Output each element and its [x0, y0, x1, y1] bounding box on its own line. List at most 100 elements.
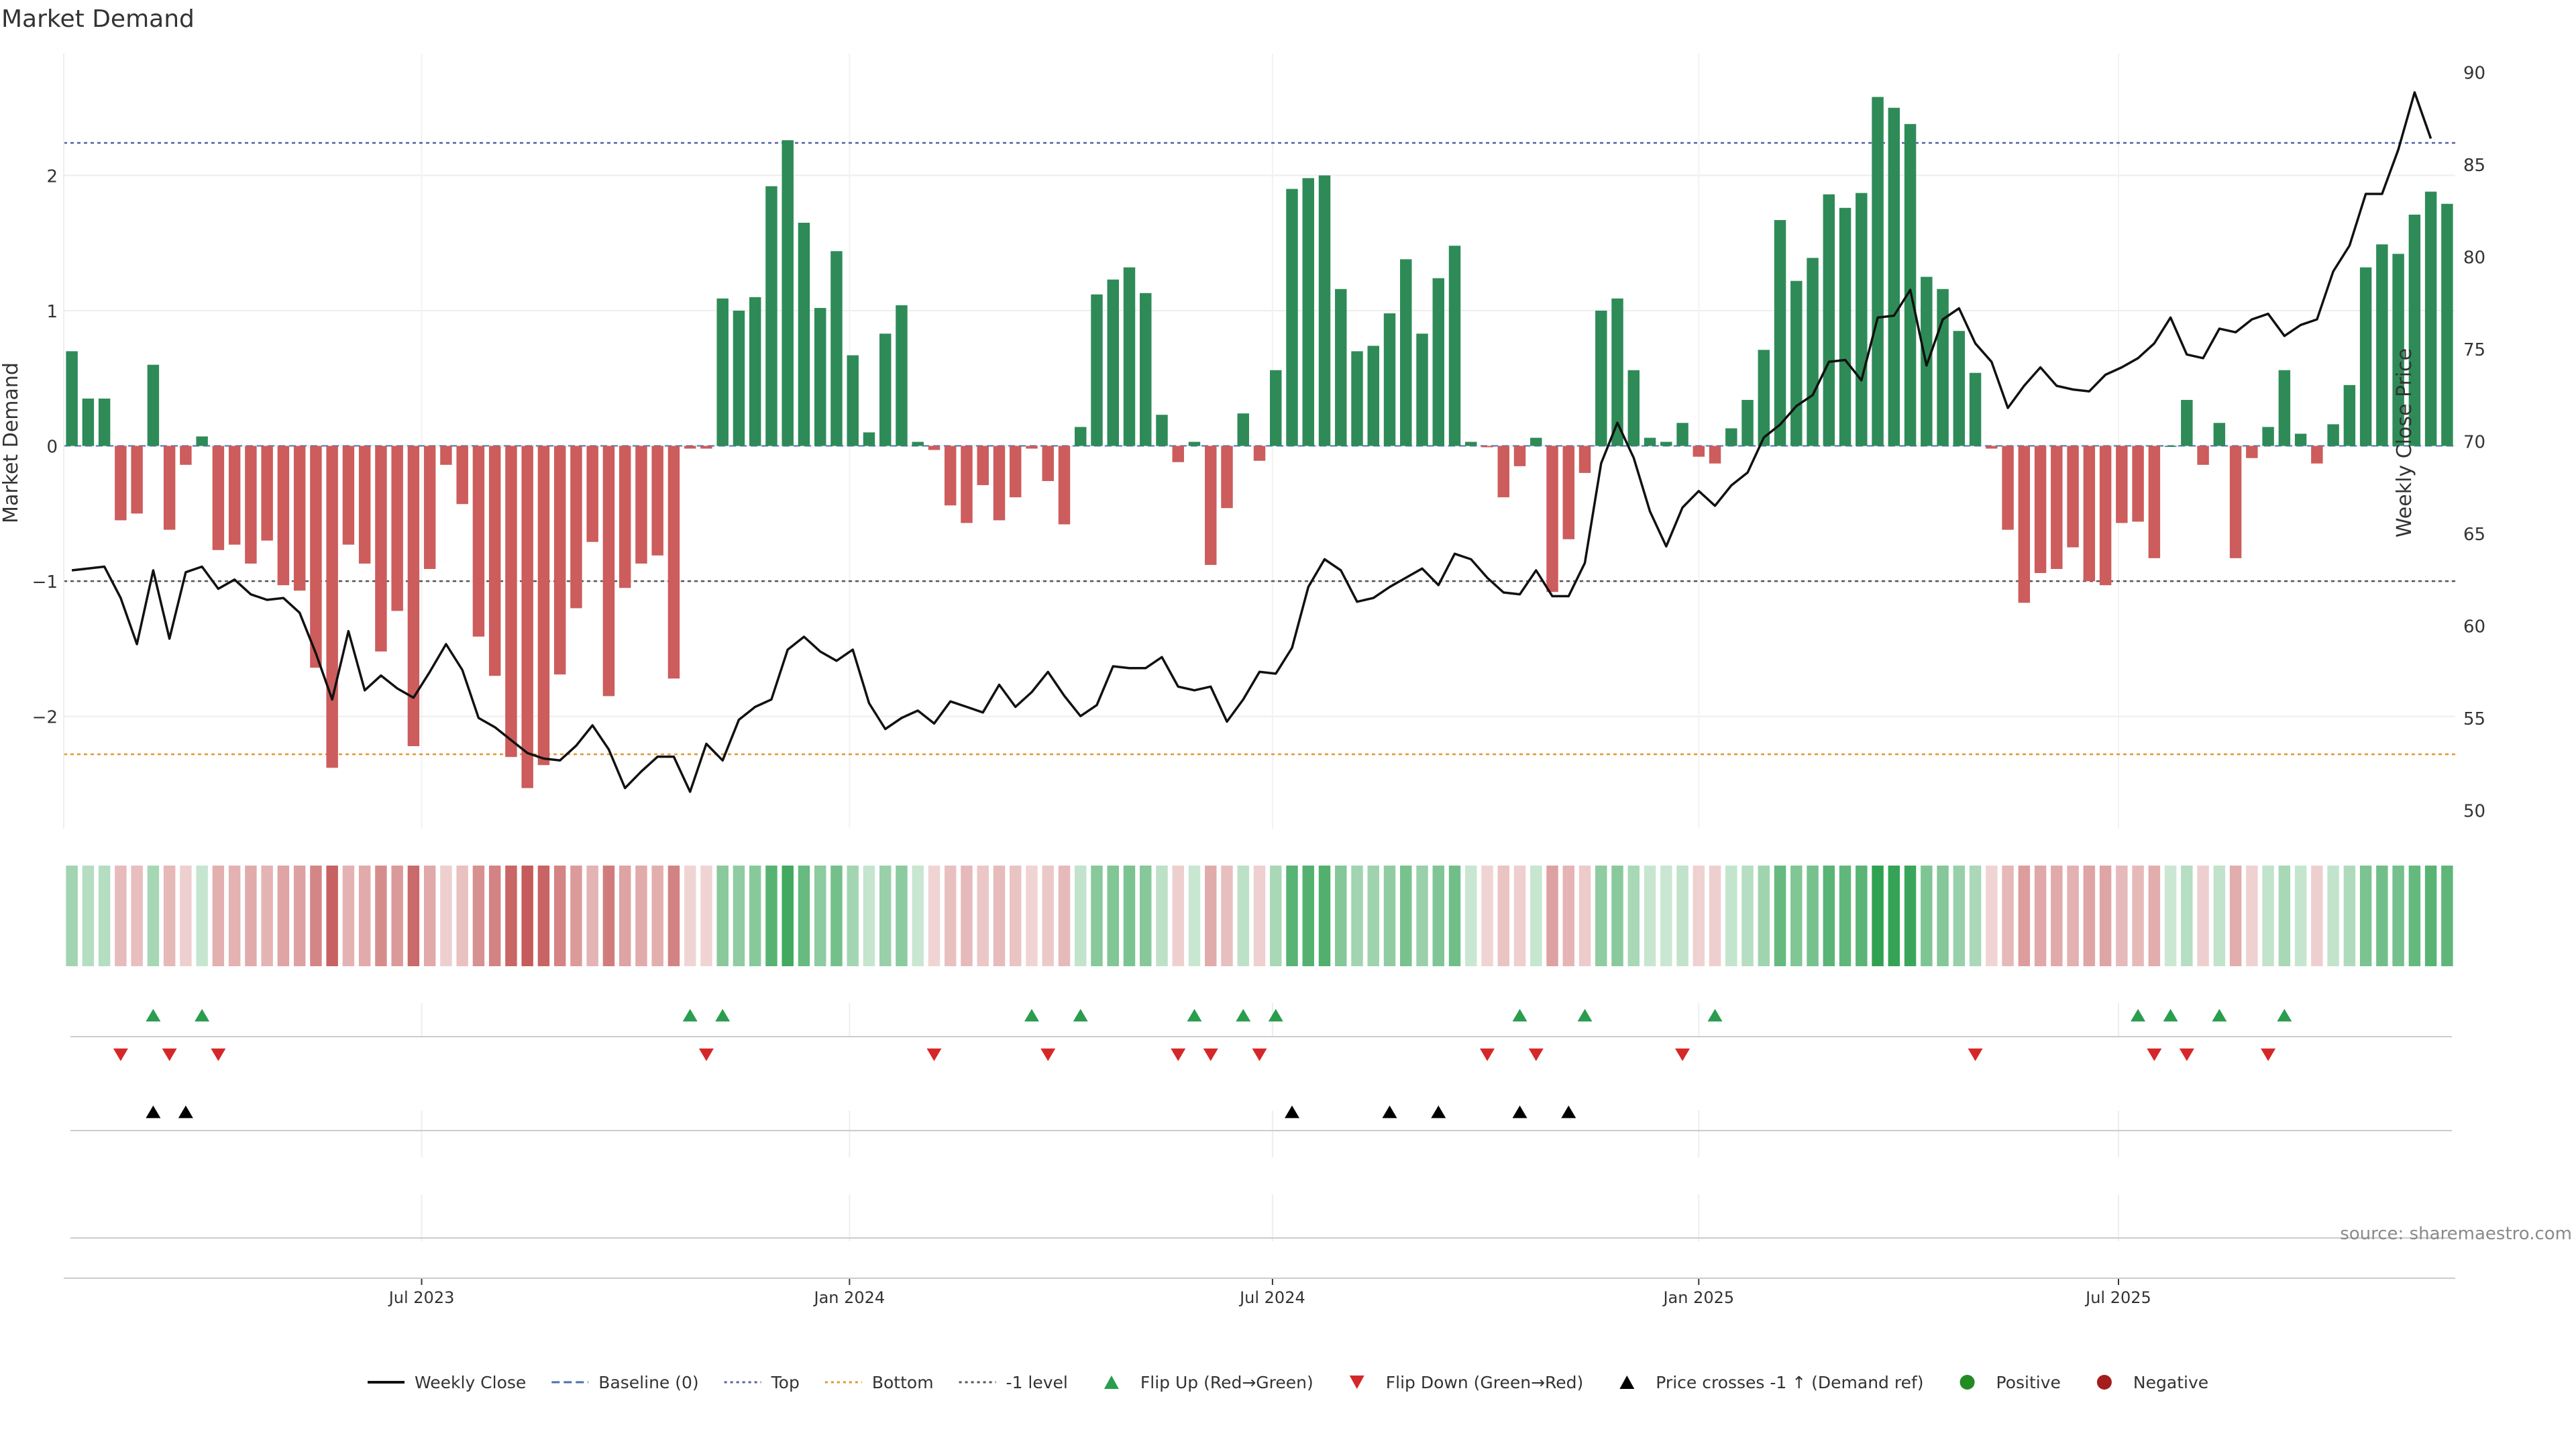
legend-label: -1 level — [1006, 1373, 1068, 1392]
legend-swatch-circle — [2096, 1375, 2112, 1390]
demand-bar — [1448, 246, 1461, 446]
y-tick-label-right: 70 — [2463, 433, 2485, 453]
y-tick-label-right: 80 — [2463, 248, 2485, 268]
heat-strip-cell — [1969, 866, 1982, 966]
flip-up-marker — [2163, 1008, 2178, 1022]
heat-strip-cell — [1416, 866, 1428, 966]
demand-bar — [1140, 293, 1152, 446]
flip-up-marker — [2212, 1008, 2227, 1022]
heat-strip-cell — [1075, 866, 1087, 966]
demand-bar — [961, 446, 973, 523]
demand-bar — [1823, 194, 1835, 446]
demand-bar — [1172, 446, 1184, 462]
heat-strip-cell — [180, 866, 192, 966]
price-cross-marker — [178, 1105, 193, 1119]
heat-strip-cell — [423, 866, 436, 966]
demand-bar — [342, 446, 355, 545]
demand-bar — [1513, 446, 1526, 466]
demand-bar — [2343, 384, 2356, 446]
heat-strip-cell — [879, 866, 892, 966]
legend-label: Positive — [1996, 1373, 2061, 1392]
heat-strip-cell — [1578, 866, 1591, 966]
demand-bar — [1839, 207, 1851, 446]
demand-bar — [1188, 442, 1201, 446]
heat-strip-cell — [1351, 866, 1363, 966]
flip-up-marker — [1187, 1008, 1202, 1022]
demand-bar — [147, 364, 160, 446]
heat-strip-cell — [782, 866, 794, 966]
axes: 2 1 0 −1 −2 90 85 80 75 70 65 60 55 50 Jul 2023 Jan 202… — [32, 54, 2485, 1307]
heat-strip-cell — [1856, 866, 1868, 966]
heat-strip-cell — [1562, 866, 1575, 966]
demand-bar — [1741, 400, 1754, 446]
demand-bar — [2294, 433, 2307, 446]
x-tick-label: Jan 2025 — [1662, 1288, 1734, 1307]
demand-bar — [2311, 446, 2323, 464]
demand-bar — [765, 186, 777, 446]
y-tick-label-right: 90 — [2463, 64, 2485, 84]
heat-strip-cell — [2018, 866, 2031, 966]
heat-strip-cell — [651, 866, 663, 966]
flip-up-marker — [1512, 1008, 1527, 1022]
demand-bar — [2376, 244, 2388, 446]
y-axis-label-left: Market Demand — [0, 362, 23, 523]
demand-bar — [1205, 446, 1217, 565]
demand-bar — [553, 446, 566, 675]
y-tick-label-right: 55 — [2463, 709, 2485, 729]
flip-down-marker — [2147, 1048, 2162, 1061]
demand-bar — [602, 446, 615, 696]
heat-strip-cell — [2294, 866, 2307, 966]
y-tick-label-left: −1 — [32, 572, 58, 592]
demand-bar — [1758, 350, 1770, 446]
heat-strip-cell — [2132, 866, 2144, 966]
heat-strip-cell — [326, 866, 338, 966]
heat-strip-cell — [521, 866, 533, 966]
heat-strip-cell — [2327, 866, 2339, 966]
demand-bar — [749, 297, 761, 446]
heat-strip-cell — [1790, 866, 1803, 966]
demand-bar — [261, 446, 273, 541]
heat-strip-cell — [2213, 866, 2226, 966]
heat-strip-cell — [1921, 866, 1933, 966]
demand-bar — [1286, 189, 1298, 446]
demand-bar — [2051, 446, 2063, 569]
heat-strip-cell — [2229, 866, 2242, 966]
y-tick-label-left: 1 — [46, 302, 58, 322]
demand-bar — [1400, 259, 1412, 446]
demand-bar — [98, 399, 111, 446]
heat-strip-cell — [1205, 866, 1217, 966]
flip-down-marker — [162, 1048, 177, 1061]
demand-bar — [293, 446, 306, 591]
heat-strip-cell — [1270, 866, 1282, 966]
heat-strip-cell — [1693, 866, 1705, 966]
heat-strip-cell — [2376, 866, 2388, 966]
chart-title: Market Demand — [1, 5, 195, 33]
price-series — [71, 91, 2432, 793]
demand-bar — [2164, 446, 2177, 448]
flip-up-marker — [1236, 1008, 1251, 1022]
heat-strip-cell — [1676, 866, 1688, 966]
demand-bar — [2213, 423, 2226, 446]
flip-down-marker — [113, 1048, 128, 1061]
heat-strip-cell — [928, 866, 941, 966]
demand-bar — [196, 436, 208, 446]
demand-bar — [879, 333, 892, 446]
heat-strip-cell — [977, 866, 989, 966]
price-cross-marker — [1561, 1105, 1576, 1119]
demand-bar — [2197, 446, 2209, 465]
heat-strip-cell — [488, 866, 501, 966]
demand-bar — [212, 446, 225, 550]
y-tick-label-left: 0 — [46, 437, 58, 458]
heat-strip-cell — [82, 866, 95, 966]
heat-strip-cell — [765, 866, 777, 966]
demand-bar — [423, 446, 436, 569]
heat-strip-cell — [1530, 866, 1542, 966]
demand-bar — [1481, 446, 1493, 448]
heat-strip-cell — [66, 866, 78, 966]
demand-bar — [2424, 191, 2437, 446]
heat-strip-cell — [1872, 866, 1884, 966]
heat-strip-cell — [1009, 866, 1022, 966]
heat-strip-cell — [1286, 866, 1298, 966]
heat-strip-cell — [896, 866, 908, 966]
demand-bar — [1953, 331, 1966, 446]
